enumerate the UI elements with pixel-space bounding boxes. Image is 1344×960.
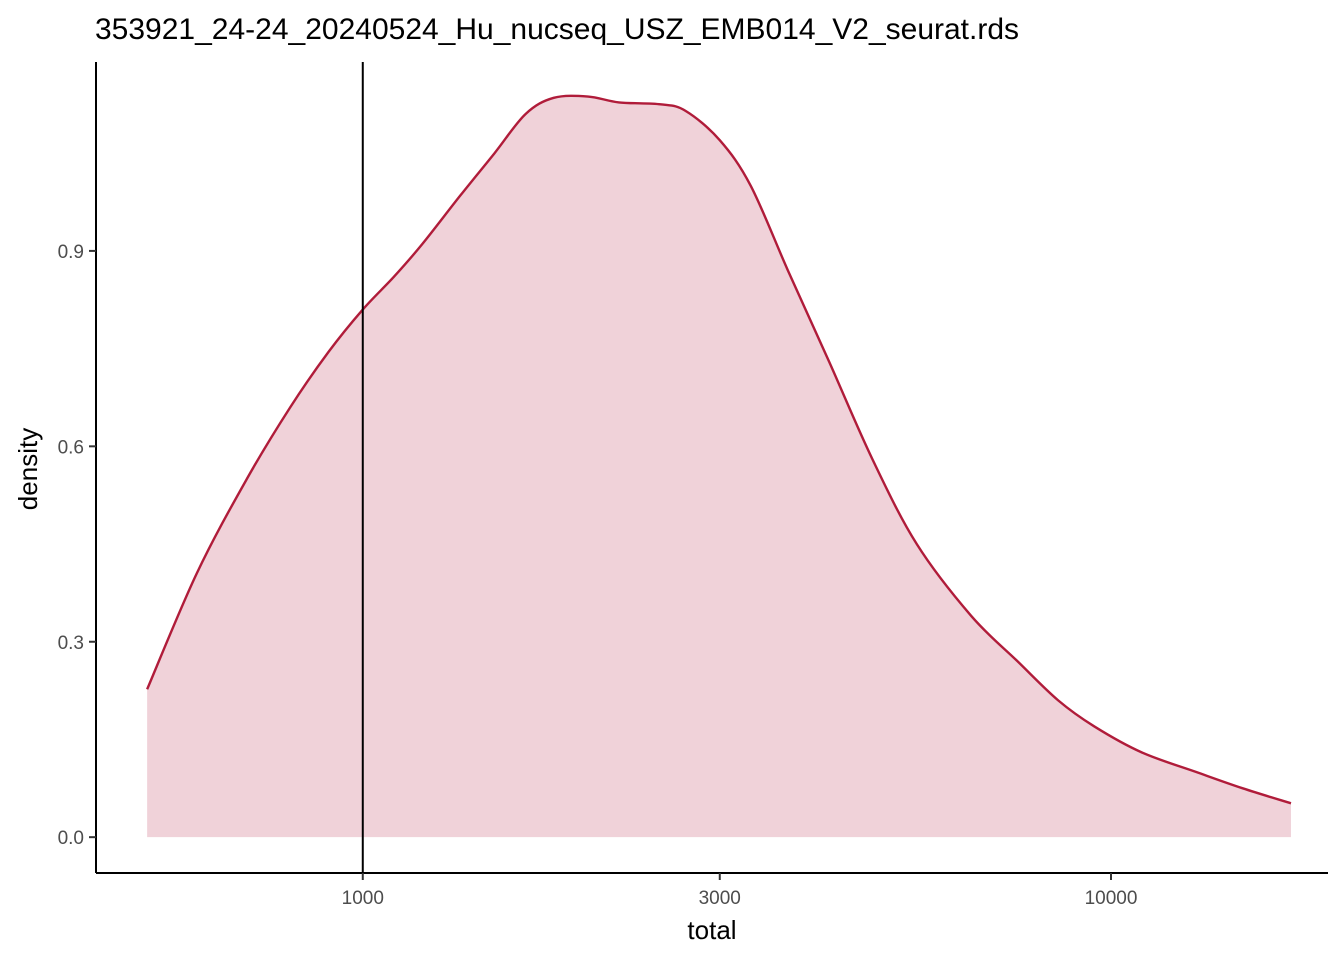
- y-ticks: 0.0 0.3 0.6 0.9: [58, 242, 96, 849]
- y-tick-label: 0.3: [58, 633, 84, 654]
- x-ticks: 1000 3000 10000: [342, 873, 1138, 909]
- y-tick-label: 0.6: [58, 437, 84, 458]
- y-axis-label: density: [13, 428, 43, 510]
- y-tick-label: 0.0: [58, 828, 84, 849]
- x-tick-label: 3000: [699, 888, 741, 909]
- x-axis-label: total: [687, 915, 736, 945]
- y-tick-label: 0.9: [58, 242, 84, 263]
- density-area-fill: [147, 95, 1291, 838]
- chart-title: 353921_24-24_20240524_Hu_nucseq_USZ_EMB0…: [95, 13, 1019, 46]
- x-tick-label: 1000: [342, 888, 384, 909]
- x-tick-label: 10000: [1085, 888, 1138, 909]
- density-line: [146, 94, 1292, 805]
- plot-area: [146, 62, 1292, 873]
